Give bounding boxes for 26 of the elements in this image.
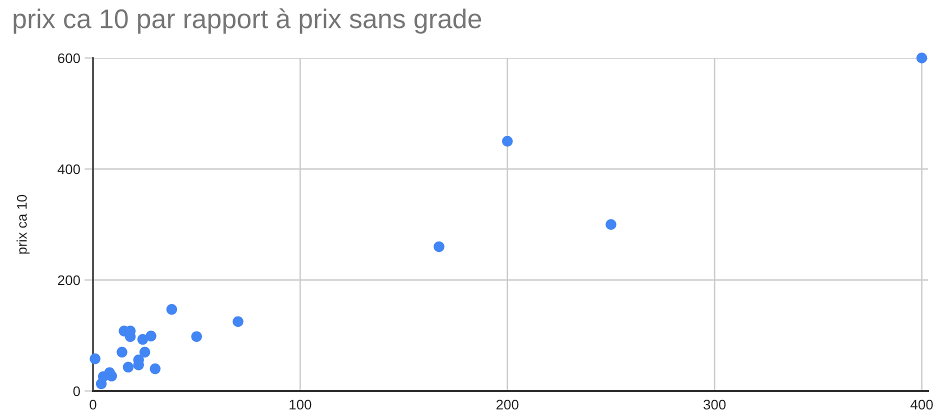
y-tick-label: 0 bbox=[73, 386, 80, 396]
point bbox=[90, 353, 100, 364]
x-tick-label: 0 bbox=[90, 400, 96, 410]
point bbox=[150, 363, 161, 374]
y-tick-label: 400 bbox=[58, 164, 80, 174]
x-tick-label: 100 bbox=[290, 400, 312, 410]
point bbox=[191, 331, 202, 342]
x-tick-label: 300 bbox=[704, 400, 726, 410]
y-tick-label: 600 bbox=[58, 53, 80, 64]
x-tick-label: 400 bbox=[910, 400, 933, 410]
point bbox=[146, 330, 156, 342]
point bbox=[139, 346, 150, 358]
point bbox=[106, 370, 118, 382]
point bbox=[166, 304, 178, 315]
point bbox=[502, 136, 513, 147]
point bbox=[122, 362, 134, 373]
point bbox=[116, 346, 128, 358]
point bbox=[232, 316, 244, 328]
point bbox=[434, 241, 444, 252]
chart-title: prix ca 10 par rapport à prix sans grade bbox=[14, 8, 482, 34]
x-tick-label: 200 bbox=[496, 400, 518, 410]
point bbox=[606, 219, 616, 230]
point bbox=[916, 52, 928, 64]
y-tick-label: 200 bbox=[58, 275, 80, 286]
y-axis-title: prix ca 10 bbox=[16, 194, 30, 254]
point bbox=[137, 334, 148, 345]
